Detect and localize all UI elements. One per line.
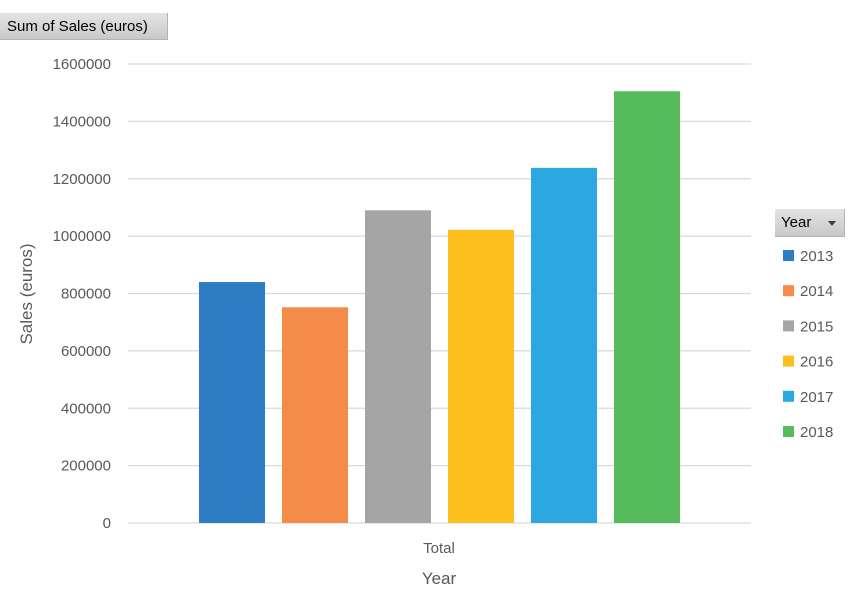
legend-field-label: Year [781, 214, 812, 231]
legend-swatch-2016[interactable] [783, 355, 794, 367]
x-tick-labels: Total [423, 540, 455, 557]
bar-2016[interactable] [448, 229, 514, 523]
y-tick-label: 1000000 [53, 228, 111, 245]
y-tick-label: 0 [103, 515, 111, 532]
bar-2015[interactable] [365, 210, 431, 523]
bar-2014[interactable] [282, 307, 348, 523]
legend-swatch-2015[interactable] [783, 320, 794, 332]
bar-2013[interactable] [199, 282, 265, 523]
dropdown-arrow-icon[interactable] [828, 221, 836, 226]
y-tick-label: 800000 [61, 286, 111, 303]
legend: 2013 2014 2015 2016 2017 2018 [783, 248, 833, 441]
legend-field-button-year[interactable]: Year [775, 209, 845, 237]
y-tick-label: 1600000 [53, 56, 111, 73]
bars [199, 91, 680, 524]
y-tick-label: 1200000 [53, 171, 111, 188]
legend-swatch-2014[interactable] [783, 285, 794, 297]
x-axis-title: Year [422, 569, 457, 588]
legend-swatch-2013[interactable] [783, 250, 794, 261]
legend-label-2013[interactable]: 2013 [800, 248, 833, 265]
y-axis-title: Sales (euros) [17, 243, 36, 344]
bar-2017[interactable] [531, 167, 597, 523]
y-tick-label: 400000 [61, 400, 111, 417]
legend-swatch-2018[interactable] [783, 426, 794, 437]
legend-label-2016[interactable]: 2016 [800, 354, 833, 371]
legend-label-2015[interactable]: 2015 [800, 318, 833, 335]
y-tick-labels: 0 200000 400000 600000 800000 1000000 1200000 1… [53, 56, 111, 532]
legend-label-2017[interactable]: 2017 [800, 389, 833, 406]
legend-label-2018[interactable]: 2018 [800, 424, 833, 441]
legend-label-2014[interactable]: 2014 [800, 283, 833, 300]
y-tick-label: 1400000 [53, 113, 111, 130]
y-tick-label: 600000 [61, 343, 111, 360]
field-button-sum-of-sales[interactable]: Sum of Sales (euros) [0, 13, 168, 40]
bar-2018[interactable] [614, 91, 680, 524]
x-tick-label: Total [423, 540, 455, 557]
y-tick-label: 200000 [61, 458, 111, 475]
legend-swatch-2017[interactable] [783, 390, 794, 402]
